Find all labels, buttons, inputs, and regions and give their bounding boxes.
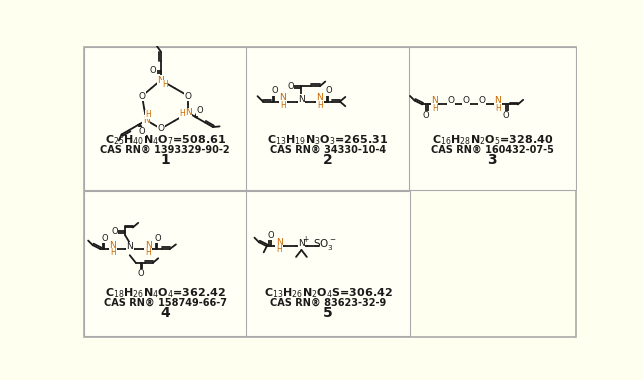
Text: CAS RN® 160432-07-5: CAS RN® 160432-07-5 — [431, 144, 554, 155]
Text: N: N — [145, 241, 152, 250]
Text: C$_{13}$H$_{26}$N$_2$O$_4$S=306.42: C$_{13}$H$_{26}$N$_2$O$_4$S=306.42 — [264, 287, 392, 301]
Text: 3: 3 — [487, 152, 497, 166]
Text: CAS RN® 1393329-90-2: CAS RN® 1393329-90-2 — [100, 144, 230, 155]
Text: 5: 5 — [323, 306, 333, 320]
Text: C$_{25}$H$_{40}$N$_4$O$_7$=508.61: C$_{25}$H$_{40}$N$_4$O$_7$=508.61 — [105, 133, 226, 147]
Text: C$_{18}$H$_{26}$N$_4$O$_4$=362.42: C$_{18}$H$_{26}$N$_4$O$_4$=362.42 — [105, 287, 226, 301]
Text: O: O — [137, 269, 144, 278]
Text: O: O — [197, 106, 203, 115]
Text: H: H — [495, 104, 501, 113]
Text: CAS RN® 34330-10-4: CAS RN® 34330-10-4 — [270, 144, 386, 155]
Text: O: O — [101, 234, 107, 243]
Text: H: H — [145, 110, 151, 119]
Text: CAS RN® 158749-66-7: CAS RN® 158749-66-7 — [104, 298, 226, 308]
Text: 2: 2 — [323, 152, 333, 166]
Text: C$_{16}$H$_{28}$N$_2$O$_5$=328.40: C$_{16}$H$_{28}$N$_2$O$_5$=328.40 — [431, 133, 553, 147]
Text: N: N — [316, 93, 323, 102]
Text: O: O — [139, 127, 145, 136]
Text: H: H — [317, 101, 323, 110]
Text: N: N — [298, 239, 305, 247]
Text: H: H — [162, 81, 168, 89]
Text: H: H — [431, 104, 437, 113]
Text: N: N — [431, 96, 438, 105]
Bar — [84, 191, 247, 336]
Text: H: H — [145, 249, 151, 257]
Text: N: N — [298, 95, 305, 104]
Text: N: N — [185, 108, 192, 117]
Text: +: + — [302, 236, 309, 244]
Bar — [84, 47, 247, 190]
Text: C$_{13}$H$_{19}$N$_3$O$_3$=265.31: C$_{13}$H$_{19}$N$_3$O$_3$=265.31 — [267, 133, 388, 147]
Text: O: O — [158, 124, 165, 133]
Text: O: O — [138, 92, 145, 100]
Text: SO$_3^-$: SO$_3^-$ — [312, 237, 336, 252]
Text: N: N — [280, 93, 286, 102]
Text: H: H — [110, 249, 116, 257]
Text: O: O — [154, 234, 161, 243]
Text: H: H — [276, 245, 282, 255]
Text: N: N — [143, 116, 150, 125]
Text: O: O — [463, 96, 470, 105]
Text: O: O — [478, 96, 485, 105]
Text: 1: 1 — [160, 152, 170, 166]
Text: O: O — [185, 92, 192, 100]
Text: CAS RN® 83623-32-9: CAS RN® 83623-32-9 — [270, 298, 386, 308]
Text: H: H — [280, 101, 286, 110]
Text: 4: 4 — [160, 306, 170, 320]
Text: O: O — [423, 111, 430, 120]
Bar — [246, 47, 410, 190]
Bar — [409, 47, 575, 190]
Text: O: O — [287, 82, 294, 91]
Text: O: O — [267, 231, 274, 240]
Text: N: N — [276, 238, 282, 247]
Text: N: N — [494, 96, 501, 105]
Text: O: O — [271, 86, 278, 95]
Text: O: O — [448, 96, 455, 105]
Text: O: O — [111, 227, 118, 236]
Text: O: O — [150, 66, 156, 75]
Text: O: O — [503, 111, 509, 120]
Text: O: O — [325, 86, 332, 95]
Text: N: N — [158, 76, 164, 85]
Text: N: N — [126, 242, 133, 251]
Text: N: N — [109, 241, 116, 250]
Bar — [246, 191, 410, 336]
Text: H: H — [179, 109, 185, 118]
